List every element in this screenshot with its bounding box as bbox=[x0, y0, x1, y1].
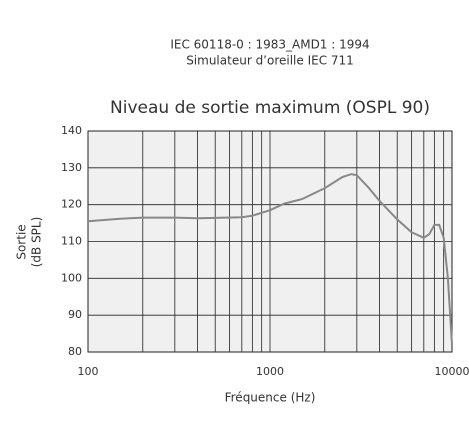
y-tick-label: 140 bbox=[61, 124, 82, 137]
y-tick-label: 90 bbox=[68, 308, 82, 321]
y-tick-label: 110 bbox=[61, 235, 82, 248]
x-axis-label: Fréquence (Hz) bbox=[225, 391, 316, 405]
y-axis-label: Sortie bbox=[15, 224, 29, 259]
y-tick-label: 100 bbox=[61, 271, 82, 284]
chart-title: Niveau de sortie maximum (OSPL 90) bbox=[110, 98, 430, 118]
x-tick-label: 100 bbox=[78, 365, 99, 378]
x-tick-label: 1000 bbox=[256, 365, 284, 378]
y-tick-label: 80 bbox=[68, 345, 82, 358]
header-line: IEC 60118-0 : 1983_AMD1 : 1994 bbox=[170, 38, 369, 52]
y-tick-label: 130 bbox=[61, 161, 82, 174]
x-tick-label: 10000 bbox=[435, 365, 469, 378]
y-tick-label: 120 bbox=[61, 198, 82, 211]
y-axis-label: (dB SPL) bbox=[30, 217, 44, 268]
header-line: Simulateur d’oreille IEC 711 bbox=[186, 54, 354, 68]
